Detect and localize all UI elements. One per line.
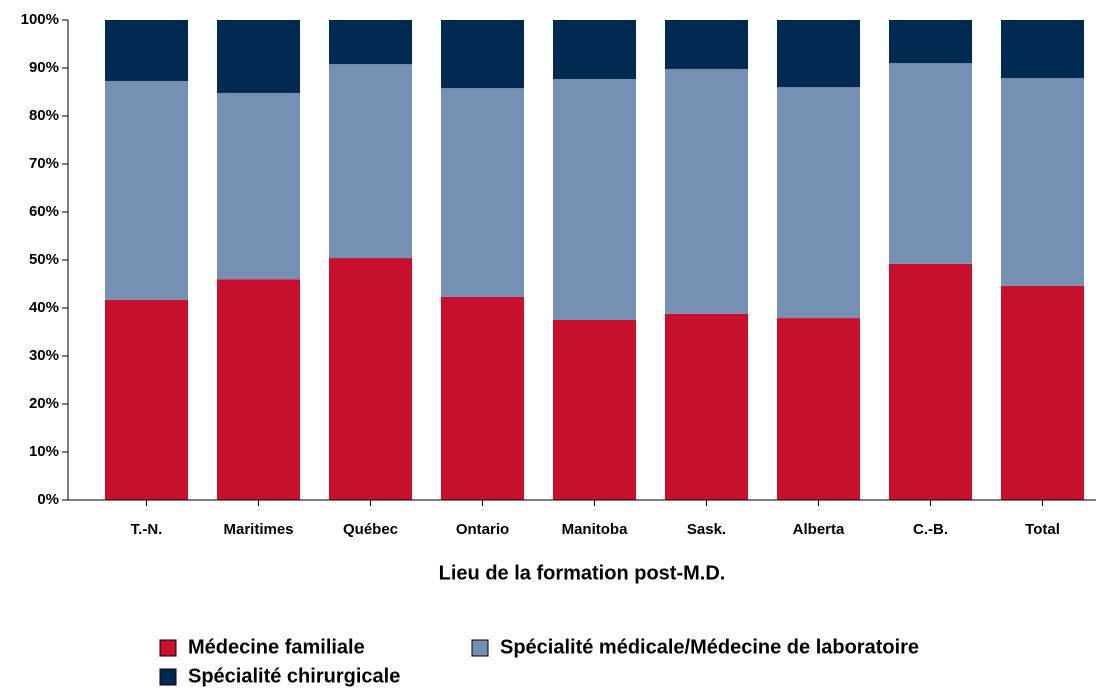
bar-segment <box>553 20 636 80</box>
y-tick-label: 100% <box>21 11 59 28</box>
y-tick-label: 60% <box>29 203 59 220</box>
bar-segment <box>441 88 524 297</box>
y-tick-label: 20% <box>29 395 59 412</box>
bar-segment <box>665 68 748 314</box>
bar-segment <box>665 313 748 500</box>
x-tick-label: Québec <box>343 521 398 538</box>
bar-segment <box>217 20 300 93</box>
y-tick-label: 30% <box>29 347 59 364</box>
x-tick-label: T.-N. <box>131 521 163 538</box>
y-tick-label: 70% <box>29 155 59 172</box>
x-tick-label: Sask. <box>687 521 726 538</box>
x-tick-label: Alberta <box>793 521 845 538</box>
x-tick-label: Total <box>1025 521 1060 538</box>
bar-segment <box>889 63 972 264</box>
bar-segment <box>777 318 860 500</box>
bar-segment <box>553 320 636 500</box>
legend-label: Spécialité chirurgicale <box>188 665 400 687</box>
x-tick-label: Ontario <box>456 521 509 538</box>
bar-segment <box>889 20 972 64</box>
bar-segment <box>217 279 300 500</box>
x-axis-title: Lieu de la formation post-M.D. <box>439 562 726 584</box>
bar-segment <box>105 80 188 300</box>
bar-segment <box>329 20 412 65</box>
bar-segment <box>553 79 636 320</box>
y-tick-label: 80% <box>29 107 59 124</box>
bar-segment <box>105 299 188 500</box>
bar-segment <box>1001 20 1084 79</box>
bar-segment <box>889 263 972 500</box>
y-tick-label: 10% <box>29 443 59 460</box>
bar-segment <box>329 258 412 500</box>
y-tick-label: 90% <box>29 59 59 76</box>
x-tick-label: Maritimes <box>223 521 293 538</box>
bar-segment <box>105 20 188 81</box>
y-tick-label: 0% <box>37 491 59 508</box>
bar-segment <box>777 87 860 319</box>
x-tick-label: C.-B. <box>913 521 948 538</box>
bar-segment <box>441 296 524 500</box>
x-tick-label: Manitoba <box>562 521 628 538</box>
bar-segment <box>217 92 300 280</box>
y-tick-label: 50% <box>29 251 59 268</box>
legend-swatch <box>159 639 177 657</box>
bar-segment <box>777 20 860 88</box>
legend-label: Spécialité médicale/Médecine de laborato… <box>500 636 919 658</box>
legend-swatch <box>471 639 489 657</box>
bar-segment <box>1001 285 1084 500</box>
legend-label: Médecine familiale <box>188 636 365 658</box>
legend-swatch <box>159 668 177 686</box>
bar-segment <box>441 20 524 89</box>
bar-segment <box>665 20 748 69</box>
bar-segment <box>329 64 412 259</box>
bar-segment <box>1001 78 1084 286</box>
y-tick-label: 40% <box>29 299 59 316</box>
